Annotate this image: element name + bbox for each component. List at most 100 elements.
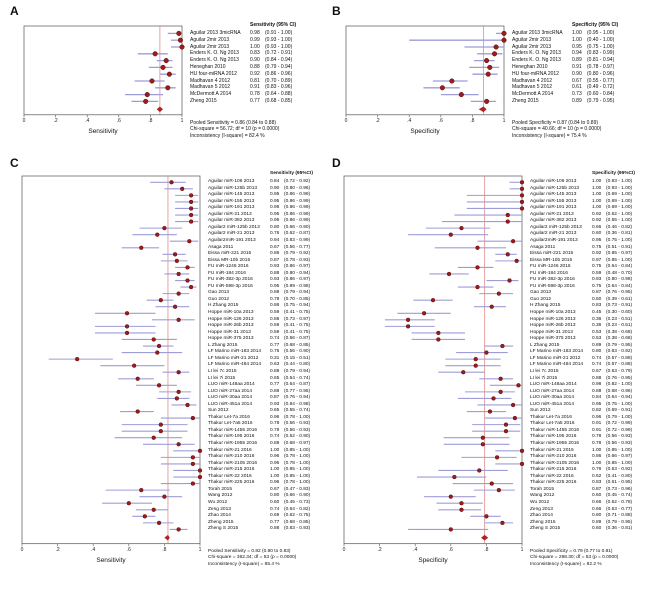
study-ci: (0.79 - 0.95) — [606, 342, 633, 348]
study-row: Wu 2012 0.60 (0.45 - 0.73) — [208, 500, 320, 507]
point-marker — [176, 30, 182, 36]
study-name: Zheng 2015 — [512, 98, 539, 104]
study-estimate: 1.00 — [592, 192, 602, 198]
point-marker — [448, 494, 453, 499]
study-ci: (0.39 - 0.61) — [606, 296, 633, 302]
point-marker — [494, 455, 500, 460]
study-row: LI lei 7i 2015 0.88 (0.76 - 0.95) — [530, 376, 642, 383]
study-name: Aguilar miR-191 2013 — [208, 205, 255, 211]
study-estimate: 0.91 — [572, 64, 582, 70]
study-name: LI lei 7c 2015 — [208, 368, 237, 374]
point-marker — [512, 415, 518, 421]
study-ci: (0.86 - 0.99) — [284, 211, 311, 217]
study-name: LF Marino miR-484 2014 — [208, 362, 262, 368]
study-name: FU miR-184 2016 — [208, 270, 246, 276]
study-ci: (0.36 - 0.81) — [606, 231, 633, 237]
study-name: Aguilar miR-382 2013 — [208, 218, 255, 224]
axis-tick-label: .6 — [438, 117, 443, 124]
study-row: McDermott A 2014 0.73 (0.60 - 0.84) — [512, 91, 642, 98]
study-row: LF Marino miR-21 2012 0.31 (0.15 - 0.51) — [208, 356, 320, 363]
study-name: FU miR-1246 2016 — [530, 264, 571, 270]
point-marker — [197, 448, 203, 453]
study-estimate: 0.76 — [592, 467, 602, 473]
study-ci: (0.80 - 0.96) — [284, 185, 311, 191]
study-name: Eissa miR-221 2015 — [208, 251, 252, 257]
study-ci: (0.79 - 0.94) — [265, 64, 293, 70]
study-name: Madhavan 5 2012 — [512, 84, 553, 91]
study-ci: (0.56 - 0.93) — [606, 434, 633, 440]
study-row: Zheng S 2015 0.60 (0.36 - 0.81) — [530, 526, 642, 533]
study-name: Hoppe miR-126 2013 — [208, 316, 254, 322]
pooled-diamond — [478, 106, 487, 113]
study-ci: (0.49 - 0.72) — [587, 84, 615, 91]
study-row: Aguilar miR-21 2013 0.92 (0.62 - 1.00) — [530, 212, 642, 219]
panel-c-sensitivity: C 0 .2 .4 .6 .8 1 Sensitivity (95%CI) Aguilar mi… — [8, 156, 320, 602]
study-ci: (0.72 - 0.99) — [606, 421, 633, 427]
axis-tick-label: 1 — [198, 546, 202, 553]
axis-tick-label: 0 — [342, 546, 346, 553]
study-ci: (0.78 - 1.00) — [284, 454, 311, 460]
point-marker — [473, 363, 478, 368]
study-name: Hoppe miR-375 2013 — [208, 336, 254, 342]
study-row: Zheng 2015 0.77 (0.68 - 0.85) — [208, 520, 320, 527]
study-estimate: 0.93 — [270, 401, 280, 407]
point-marker — [489, 304, 494, 309]
pooled-summary: Pooled Specificity = 0.87 (0.84 to 0.89) — [512, 119, 599, 126]
study-ci: (0.69 - 1.00) — [606, 205, 633, 211]
study-row: FU miR-184 2016 0.88 (0.80 - 0.94) — [208, 271, 320, 278]
study-ci: (0.70 - 0.89) — [265, 77, 293, 84]
study-row: Thakur miR-21 2016 1.00 (0.85 - 1.00) — [208, 448, 320, 455]
point-marker — [475, 245, 480, 250]
study-ci: (0.85 - 1.00) — [284, 473, 311, 479]
study-name: LUO miR-30aa 2014 — [208, 395, 252, 401]
study-name: LI lei 7i 2015 — [530, 375, 558, 381]
study-row: Aguilar2 miR-21 2013 0.60 (0.36 - 0.81) — [530, 231, 642, 238]
study-estimate: 0.89 — [592, 342, 602, 348]
study-estimate: 0.59 — [270, 323, 280, 329]
study-name: FU miR-598-3p 2016 — [208, 283, 253, 289]
point-marker — [166, 71, 172, 77]
point-marker — [405, 324, 411, 329]
study-ci: (0.95 - 1.00) — [587, 30, 615, 36]
study-estimate: 0.92 — [250, 70, 260, 77]
study-row: Aguilar 2mir 2013 1.00 (0.93 - 1.00) — [190, 44, 320, 51]
study-row: Thakur miR-1955 2016 0.88 (0.68 - 0.97) — [208, 441, 320, 448]
point-marker — [461, 370, 466, 375]
point-marker — [75, 356, 80, 362]
study-row: Enders K. O. Ng 2013 0.94 (0.83 - 0.99) — [512, 50, 642, 57]
study-name: Aguilar 2mir 2013 — [190, 36, 230, 43]
point-marker — [519, 461, 525, 467]
study-name: Thakur miR-2105 2016 — [530, 460, 580, 466]
study-ci: (0.30 - 0.60) — [606, 310, 633, 315]
study-name: Aguilar 2mir 2013 — [190, 43, 230, 50]
study-ci: (0.82 - 1.00) — [606, 382, 633, 388]
study-ci: (0.38 - 0.68) — [606, 329, 633, 335]
study-name: Thakur miR-1955 2016 — [530, 441, 580, 446]
point-marker — [510, 239, 516, 244]
axis-tick-label: .6 — [448, 546, 453, 553]
point-marker — [503, 422, 509, 427]
study-ci: (0.79 - 1.00) — [606, 414, 633, 420]
point-marker — [475, 284, 480, 290]
study-name: L Zhang 2015 — [530, 342, 560, 348]
study-estimate: 1.00 — [592, 460, 602, 466]
pooled-summary: Pooled Sensitivity = 0.82 (0.80 to 0.83) — [208, 548, 291, 554]
point-marker — [176, 291, 181, 296]
point-marker — [452, 474, 457, 480]
point-marker — [139, 245, 144, 250]
study-ci: (0.93 - 1.00) — [606, 185, 633, 191]
study-ci: (0.41 - 0.75) — [284, 329, 311, 335]
point-marker — [459, 225, 464, 231]
study-estimate: 0.53 — [592, 329, 602, 335]
study-row: Zhao 2014 0.80 (0.71 - 0.88) — [530, 513, 642, 520]
axis-tick-label: .2 — [377, 546, 382, 553]
study-estimate: 0.95 — [270, 192, 280, 198]
study-estimate: 0.62 — [592, 473, 602, 479]
study-row: Thakur Let-7a 2016 0.96 (0.79 - 1.00) — [530, 415, 642, 422]
study-row: Aguilar2miR-191 2013 0.94 (0.83 - 0.99) — [208, 238, 320, 245]
study-estimate: 0.63 — [270, 362, 280, 368]
study-row: Aguilar2 miR-125b 2013 0.80 (0.66 - 0.90) — [208, 225, 320, 232]
study-row: Hoppe miR-10a 2013 0.45 (0.30 - 0.60) — [530, 310, 642, 317]
point-marker — [151, 435, 156, 440]
point-marker — [519, 199, 525, 205]
